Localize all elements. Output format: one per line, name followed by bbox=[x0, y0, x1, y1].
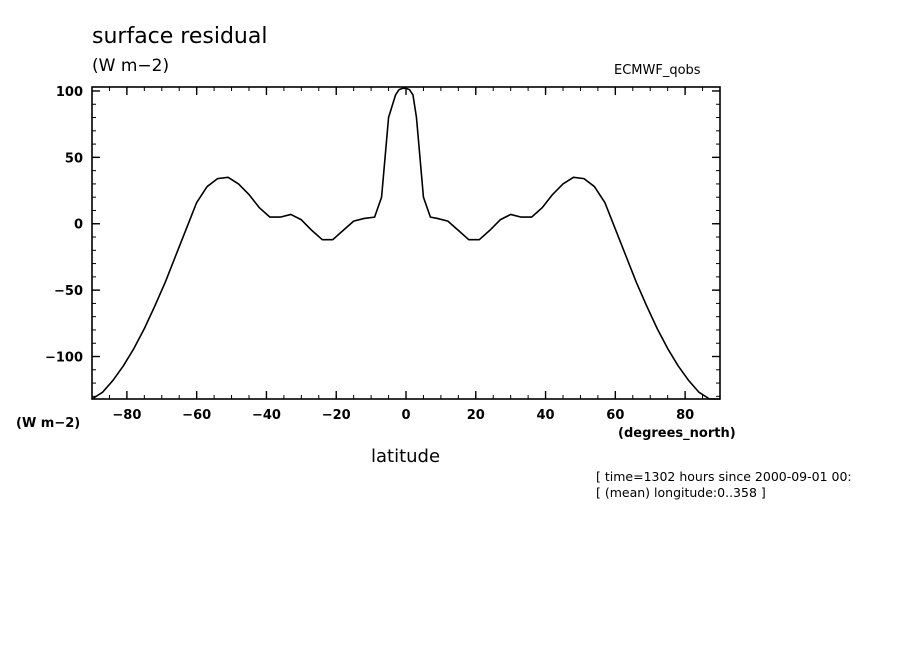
minor-ticks bbox=[91, 87, 721, 399]
x-tick-label: −60 bbox=[182, 408, 211, 423]
series-line bbox=[91, 87, 720, 400]
x-tick-label: 80 bbox=[676, 408, 694, 423]
chart-title: surface residual bbox=[92, 24, 268, 49]
major-ticks bbox=[92, 87, 720, 399]
x-tick-label: 40 bbox=[537, 408, 555, 423]
y-tick-label: −50 bbox=[54, 284, 83, 299]
x-tick-label: 0 bbox=[401, 408, 410, 423]
x-tick-label: −80 bbox=[112, 408, 141, 423]
y-tick-label: 0 bbox=[74, 218, 83, 233]
x-tick-label: −40 bbox=[252, 408, 281, 423]
y-tick-label: −100 bbox=[45, 351, 83, 366]
y-axis-unit-label: (W m−2) bbox=[16, 416, 81, 431]
plot-frame bbox=[91, 86, 721, 400]
x-tick-label: 60 bbox=[606, 408, 624, 423]
x-axis-title: latitude bbox=[371, 446, 441, 467]
time-metadata: [ time=1302 hours since 2000-09-01 00: bbox=[596, 469, 852, 484]
x-tick-label: −20 bbox=[322, 408, 351, 423]
chart-source: ECMWF_qobs bbox=[614, 63, 701, 78]
tick-labels: −80 −60 −40 −20 0 20 40 60 80 −100 −50 0 50 100 bbox=[45, 85, 694, 423]
y-tick-label: 100 bbox=[56, 85, 83, 100]
x-axis-unit-label: (degrees_north) bbox=[618, 426, 736, 441]
x-tick-label: 20 bbox=[467, 408, 485, 423]
y-tick-label: 50 bbox=[65, 151, 83, 166]
longitude-metadata: [ (mean) longitude:0..358 ] bbox=[596, 485, 766, 500]
chart-unit: (W m−2) bbox=[92, 56, 170, 76]
